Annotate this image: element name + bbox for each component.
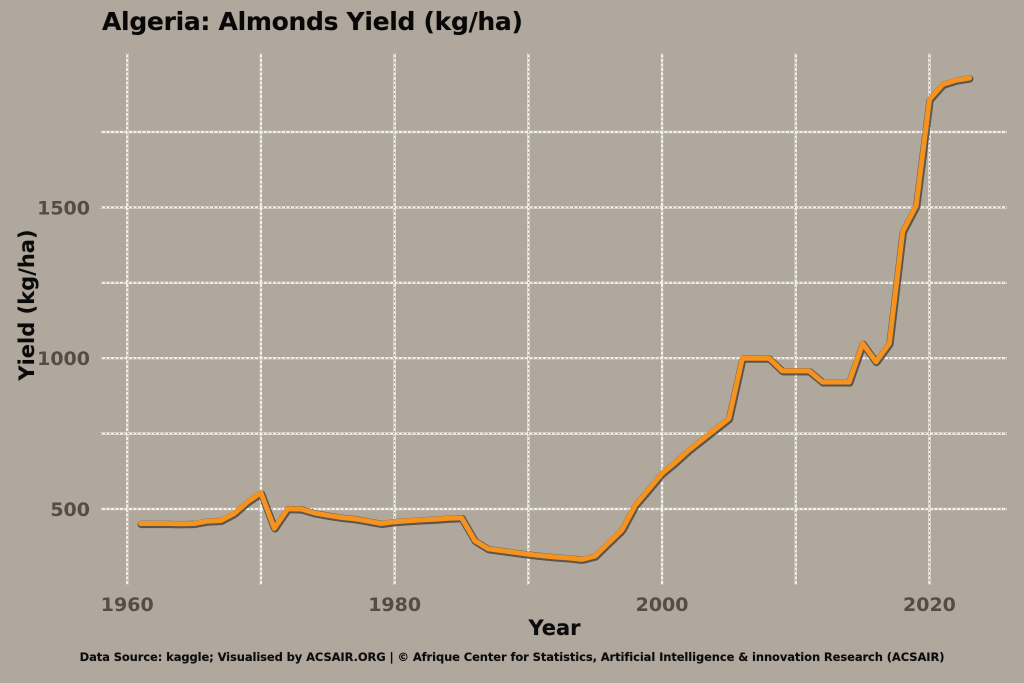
y-tick-label-1000: 1000	[37, 348, 90, 370]
footer-credit: Data Source: kaggle; Visualised by ACSAI…	[79, 650, 945, 664]
x-axis-label: Year	[528, 616, 581, 640]
series-line-edge	[137, 75, 974, 565]
series-line	[138, 75, 973, 562]
chart-title: Algeria: Almonds Yield (kg/ha)	[102, 7, 523, 36]
x-tick-label-1960: 1960	[101, 594, 154, 616]
x-tick-label-2020: 2020	[903, 594, 956, 616]
y-tick-label-1500: 1500	[37, 197, 90, 219]
y-tick-label-500: 500	[50, 499, 90, 521]
x-tick-label-2000: 2000	[636, 594, 689, 616]
x-tick-label-1980: 1980	[368, 594, 421, 616]
